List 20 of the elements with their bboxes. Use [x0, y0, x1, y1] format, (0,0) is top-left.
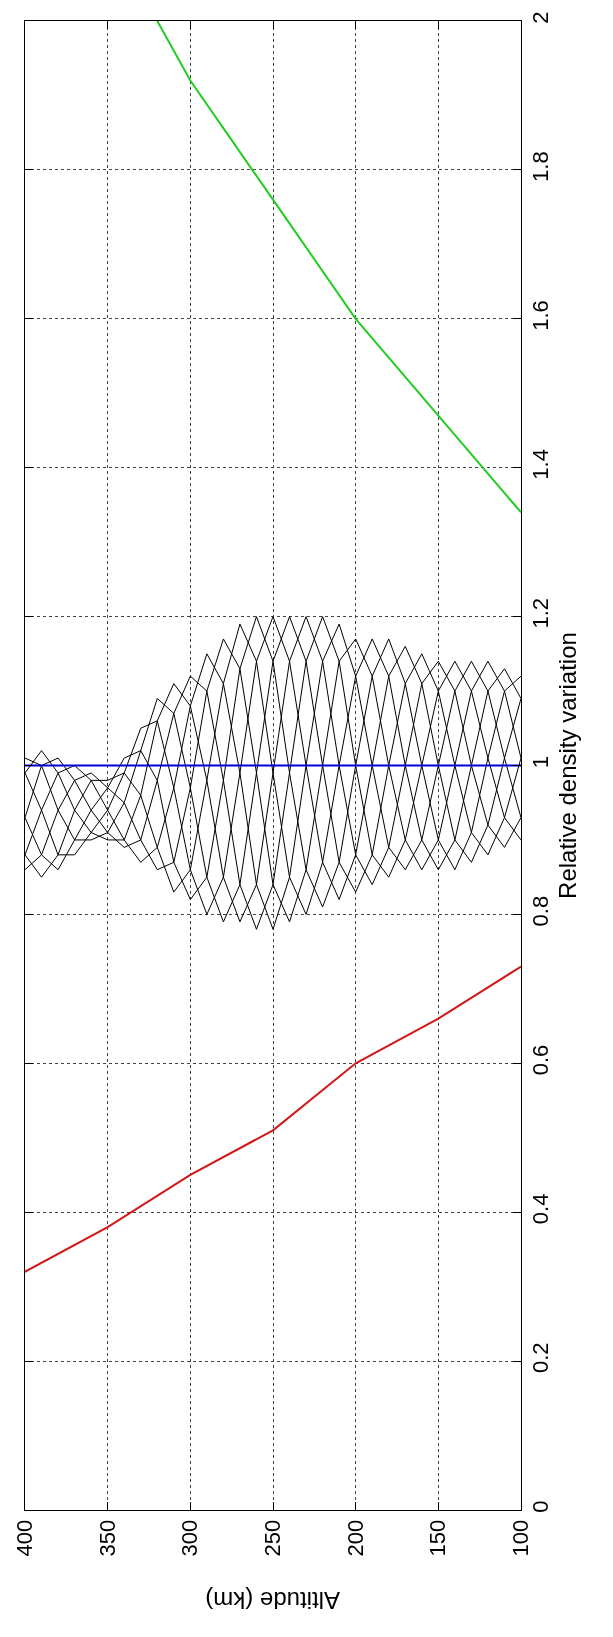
y-tick-label: 1.6 [528, 300, 554, 331]
y-tick-label: 0.2 [528, 1342, 554, 1374]
x-axis-title: Altitude (km) [205, 1586, 340, 1614]
x-tick-label: 150 [425, 1519, 451, 1557]
y-axis-title: Relative density variation [553, 632, 581, 899]
y-tick-label: 1.8 [528, 151, 554, 182]
x-tick-label: 350 [94, 1519, 120, 1557]
x-tick-label: 300 [177, 1519, 203, 1557]
x-tick-label: 200 [342, 1519, 368, 1557]
x-tick-label: 250 [260, 1519, 286, 1557]
y-tick-label: 0 [528, 1500, 554, 1513]
x-tick-label: 400 [12, 1519, 38, 1557]
y-tick-label: 2 [528, 11, 554, 24]
y-tick-label: 0.6 [528, 1044, 554, 1076]
y-tick-label: 1.2 [528, 598, 554, 629]
y-tick-label: 0.4 [528, 1193, 554, 1225]
x-tick-label: 100 [508, 1519, 534, 1557]
y-tick-label: 1.4 [528, 449, 554, 480]
y-tick-label: 1 [528, 756, 554, 769]
y-tick-label: 0.8 [528, 895, 554, 927]
